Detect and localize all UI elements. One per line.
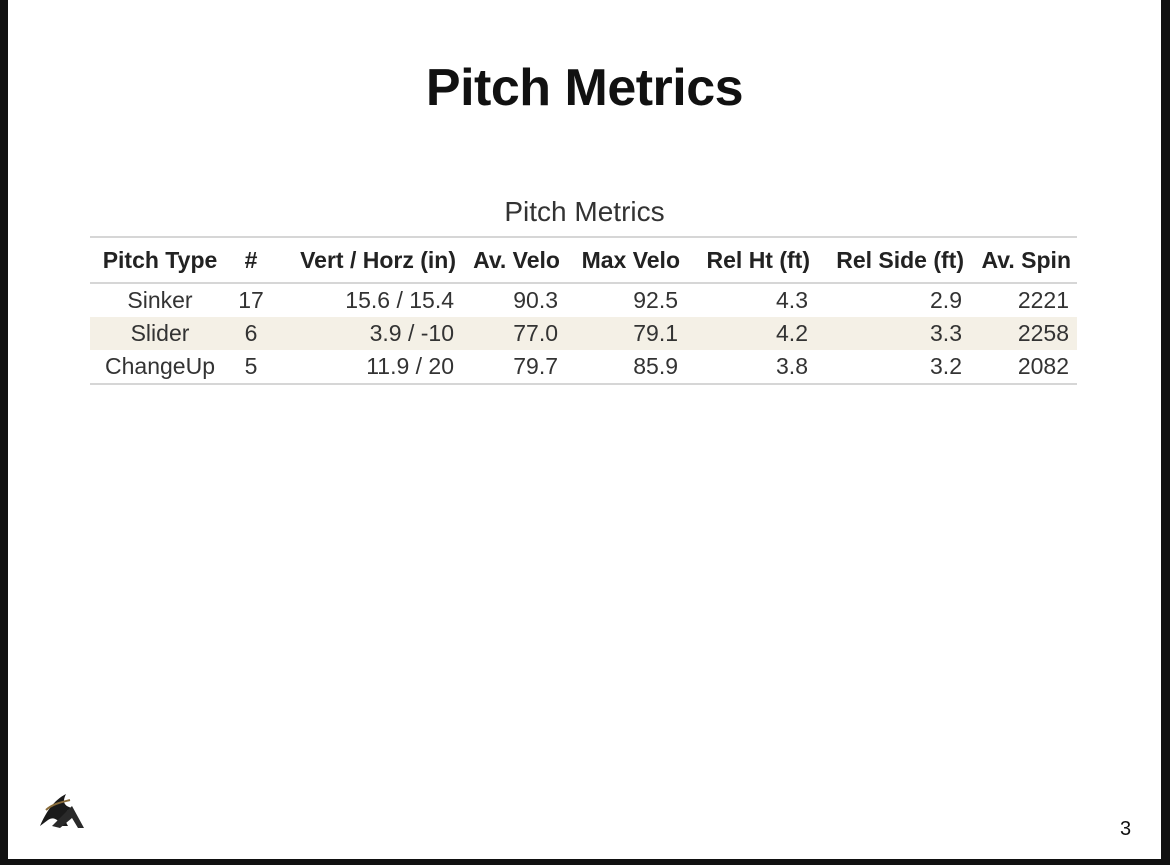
table-cell: 15.6 / 15.4 <box>345 287 454 313</box>
table-cell: 77.0 <box>513 320 558 346</box>
table-cell: 2221 <box>1017 287 1069 313</box>
column-header: Rel Ht (ft) <box>706 246 810 273</box>
table-row: Sinker 17 15.6 / 15.4 90.3 92.5 4.3 2.9 2221 <box>90 283 1077 317</box>
table-caption: Pitch Metrics <box>504 196 665 227</box>
table-cell: 79.1 <box>633 320 678 346</box>
table-cell: 17 <box>238 287 264 313</box>
column-header: Pitch Type <box>102 246 218 273</box>
column-header: Av. Spin <box>981 246 1071 273</box>
table-cell: 3.9 / -10 <box>369 320 454 346</box>
table-cell: 6 <box>244 320 258 346</box>
header-row: Pitch Type # Vert / Horz (in) Av. Velo Max V… <box>90 237 1077 283</box>
table-cell: 85.9 <box>633 353 678 379</box>
table-cell: Sinker <box>127 287 193 313</box>
table-cell: 3.2 <box>930 353 962 379</box>
slide: Pitch Metrics Pitch Metrics Pitch Type # V… <box>8 0 1161 859</box>
table-cell: 79.7 <box>513 353 558 379</box>
table-cell: 4.3 <box>776 287 808 313</box>
table-row: ChangeUp 5 11.9 / 20 79.7 85.9 3.8 3.2 2082 <box>90 350 1077 384</box>
table-cell: 5 <box>244 353 258 379</box>
column-header: Vert / Horz (in) <box>300 246 456 273</box>
metrics-table: Pitch Type # Vert / Horz (in) Av. Velo Max V… <box>90 236 1077 385</box>
table-cell: Slider <box>130 320 190 346</box>
table-cell: 92.5 <box>633 287 678 313</box>
table-cell: ChangeUp <box>105 353 215 379</box>
slide-title: Pitch Metrics <box>425 59 744 117</box>
table-cell: 2082 <box>1017 353 1069 379</box>
table-cell: 3.8 <box>776 353 808 379</box>
table-cell: 2.9 <box>930 287 962 313</box>
table-cell: 4.2 <box>776 320 808 346</box>
column-header: Rel Side (ft) <box>836 246 964 273</box>
column-header: Max Velo <box>581 246 680 273</box>
table-cell: 11.9 / 20 <box>366 353 454 379</box>
column-header: Av. Velo <box>473 246 560 273</box>
table-cell: 2258 <box>1017 320 1069 346</box>
table-cell: 90.3 <box>513 287 558 313</box>
column-header: # <box>244 246 258 273</box>
table-row: Slider 6 3.9 / -10 77.0 79.1 4.2 3.3 2258 <box>90 317 1077 350</box>
page-number: 3 <box>1120 818 1132 840</box>
logo <box>40 794 84 828</box>
table-body: Sinker 17 15.6 / 15.4 90.3 92.5 4.3 2.9 2221 Sli… <box>90 283 1077 384</box>
table-cell: 3.3 <box>930 320 962 346</box>
